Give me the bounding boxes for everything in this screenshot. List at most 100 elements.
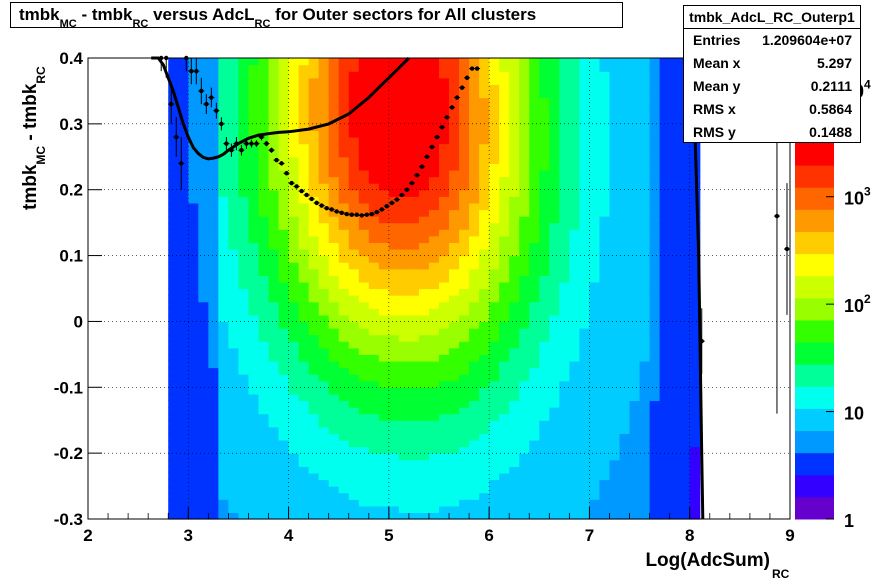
heatmap-cell [529, 169, 540, 178]
heatmap-cell [479, 150, 490, 158]
heatmap-cell [428, 137, 440, 145]
heatmap-cell [388, 439, 400, 448]
heatmap-cell [278, 104, 290, 112]
heatmap-cell [338, 104, 350, 112]
heatmap-cell [489, 367, 500, 375]
heatmap-cell [288, 354, 300, 362]
heatmap-cell [398, 150, 410, 158]
heatmap-cell [599, 472, 611, 481]
heatmap-cell [338, 163, 350, 171]
heatmap-cell [348, 486, 360, 494]
heatmap-cell [489, 374, 500, 382]
heatmap-cell [238, 77, 250, 85]
heatmap-cell [659, 268, 671, 276]
heatmap-cell [609, 64, 621, 72]
heatmap-cell [358, 176, 370, 184]
heatmap-cell [398, 479, 410, 487]
heatmap-cell [619, 77, 631, 85]
heatmap-cell [479, 209, 490, 217]
heatmap-cell [218, 71, 229, 79]
heatmap-cell [599, 189, 611, 197]
heatmap-cell [168, 479, 179, 487]
heatmap-cell [368, 58, 380, 66]
heatmap-cell [509, 321, 520, 329]
heatmap-cell [288, 248, 300, 257]
profile-points [158, 55, 790, 414]
heatmap-cell [549, 110, 560, 118]
heatmap-cell [469, 268, 480, 276]
heatmap-cell [689, 196, 701, 204]
heatmap-cell [418, 505, 430, 514]
heatmap-cell [238, 262, 250, 270]
heatmap-cell [348, 248, 360, 257]
heatmap-cell [669, 334, 681, 342]
heatmap-cell [439, 242, 450, 250]
heatmap-cell [529, 229, 540, 237]
heatmap-cell [599, 393, 611, 402]
heatmap-cell [639, 163, 651, 171]
heatmap-cell [228, 308, 240, 316]
heatmap-cell [168, 123, 179, 132]
heatmap-cell [449, 426, 460, 434]
heatmap-cell [248, 407, 260, 415]
heatmap-cell [679, 367, 691, 375]
heatmap-cell [589, 262, 601, 270]
heatmap-cell [308, 222, 320, 230]
heatmap-cell [348, 334, 360, 342]
heatmap-cell [378, 64, 390, 72]
heatmap-cell [549, 137, 560, 145]
heatmap-cell [679, 288, 691, 296]
heatmap-cell [378, 354, 390, 362]
heatmap-cell [689, 459, 701, 467]
heatmap-cell [599, 163, 611, 171]
heatmap-cell [669, 84, 681, 92]
heatmap-cell [639, 255, 651, 263]
heatmap-cell [318, 281, 330, 290]
heatmap-cell [168, 407, 179, 415]
heatmap-cell [509, 130, 520, 138]
heatmap-cell [529, 426, 540, 434]
heatmap-cell [569, 459, 580, 467]
heatmap-cell [368, 163, 380, 171]
heatmap-cell [268, 334, 280, 342]
heatmap-cell [639, 248, 651, 257]
heatmap-cell [659, 308, 671, 316]
heatmap-cell [238, 360, 250, 369]
heatmap-cell [258, 499, 270, 507]
heatmap-cell [599, 169, 611, 178]
heatmap-cell [529, 360, 540, 369]
heatmap-cell [198, 104, 209, 112]
heatmap-cell [499, 426, 510, 434]
heatmap-cell [308, 288, 320, 296]
heatmap-cell [469, 150, 480, 158]
heatmap-cell [529, 202, 540, 211]
heatmap-cell [178, 367, 189, 375]
heatmap-cell [248, 156, 260, 164]
heatmap-cell [659, 216, 671, 224]
heatmap-cell [418, 58, 430, 66]
heatmap-cell [218, 295, 229, 303]
profile-point [444, 115, 450, 120]
heatmap-cell [338, 268, 350, 276]
heatmap-cell [619, 130, 631, 138]
heatmap-cell [388, 400, 400, 408]
heatmap-cell [218, 439, 229, 448]
heatmap-cell [228, 512, 240, 520]
heatmap-cell [569, 163, 580, 171]
heatmap-cell [439, 459, 450, 467]
heatmap-cell [639, 288, 651, 296]
heatmap-cell [479, 281, 490, 290]
heatmap-cell [459, 400, 470, 408]
heatmap-cell [168, 439, 179, 448]
heatmap-cell [639, 400, 651, 408]
heatmap-cell [529, 347, 540, 355]
heatmap-cell [298, 196, 310, 204]
heatmap-cell [659, 64, 671, 72]
heatmap-cell [469, 216, 480, 224]
heatmap-cell [408, 84, 420, 92]
heatmap-cell [378, 407, 390, 415]
heatmap-cell [248, 97, 260, 105]
heatmap-cell [479, 426, 490, 434]
heatmap-cell [408, 97, 420, 105]
heatmap-cell [519, 426, 530, 434]
